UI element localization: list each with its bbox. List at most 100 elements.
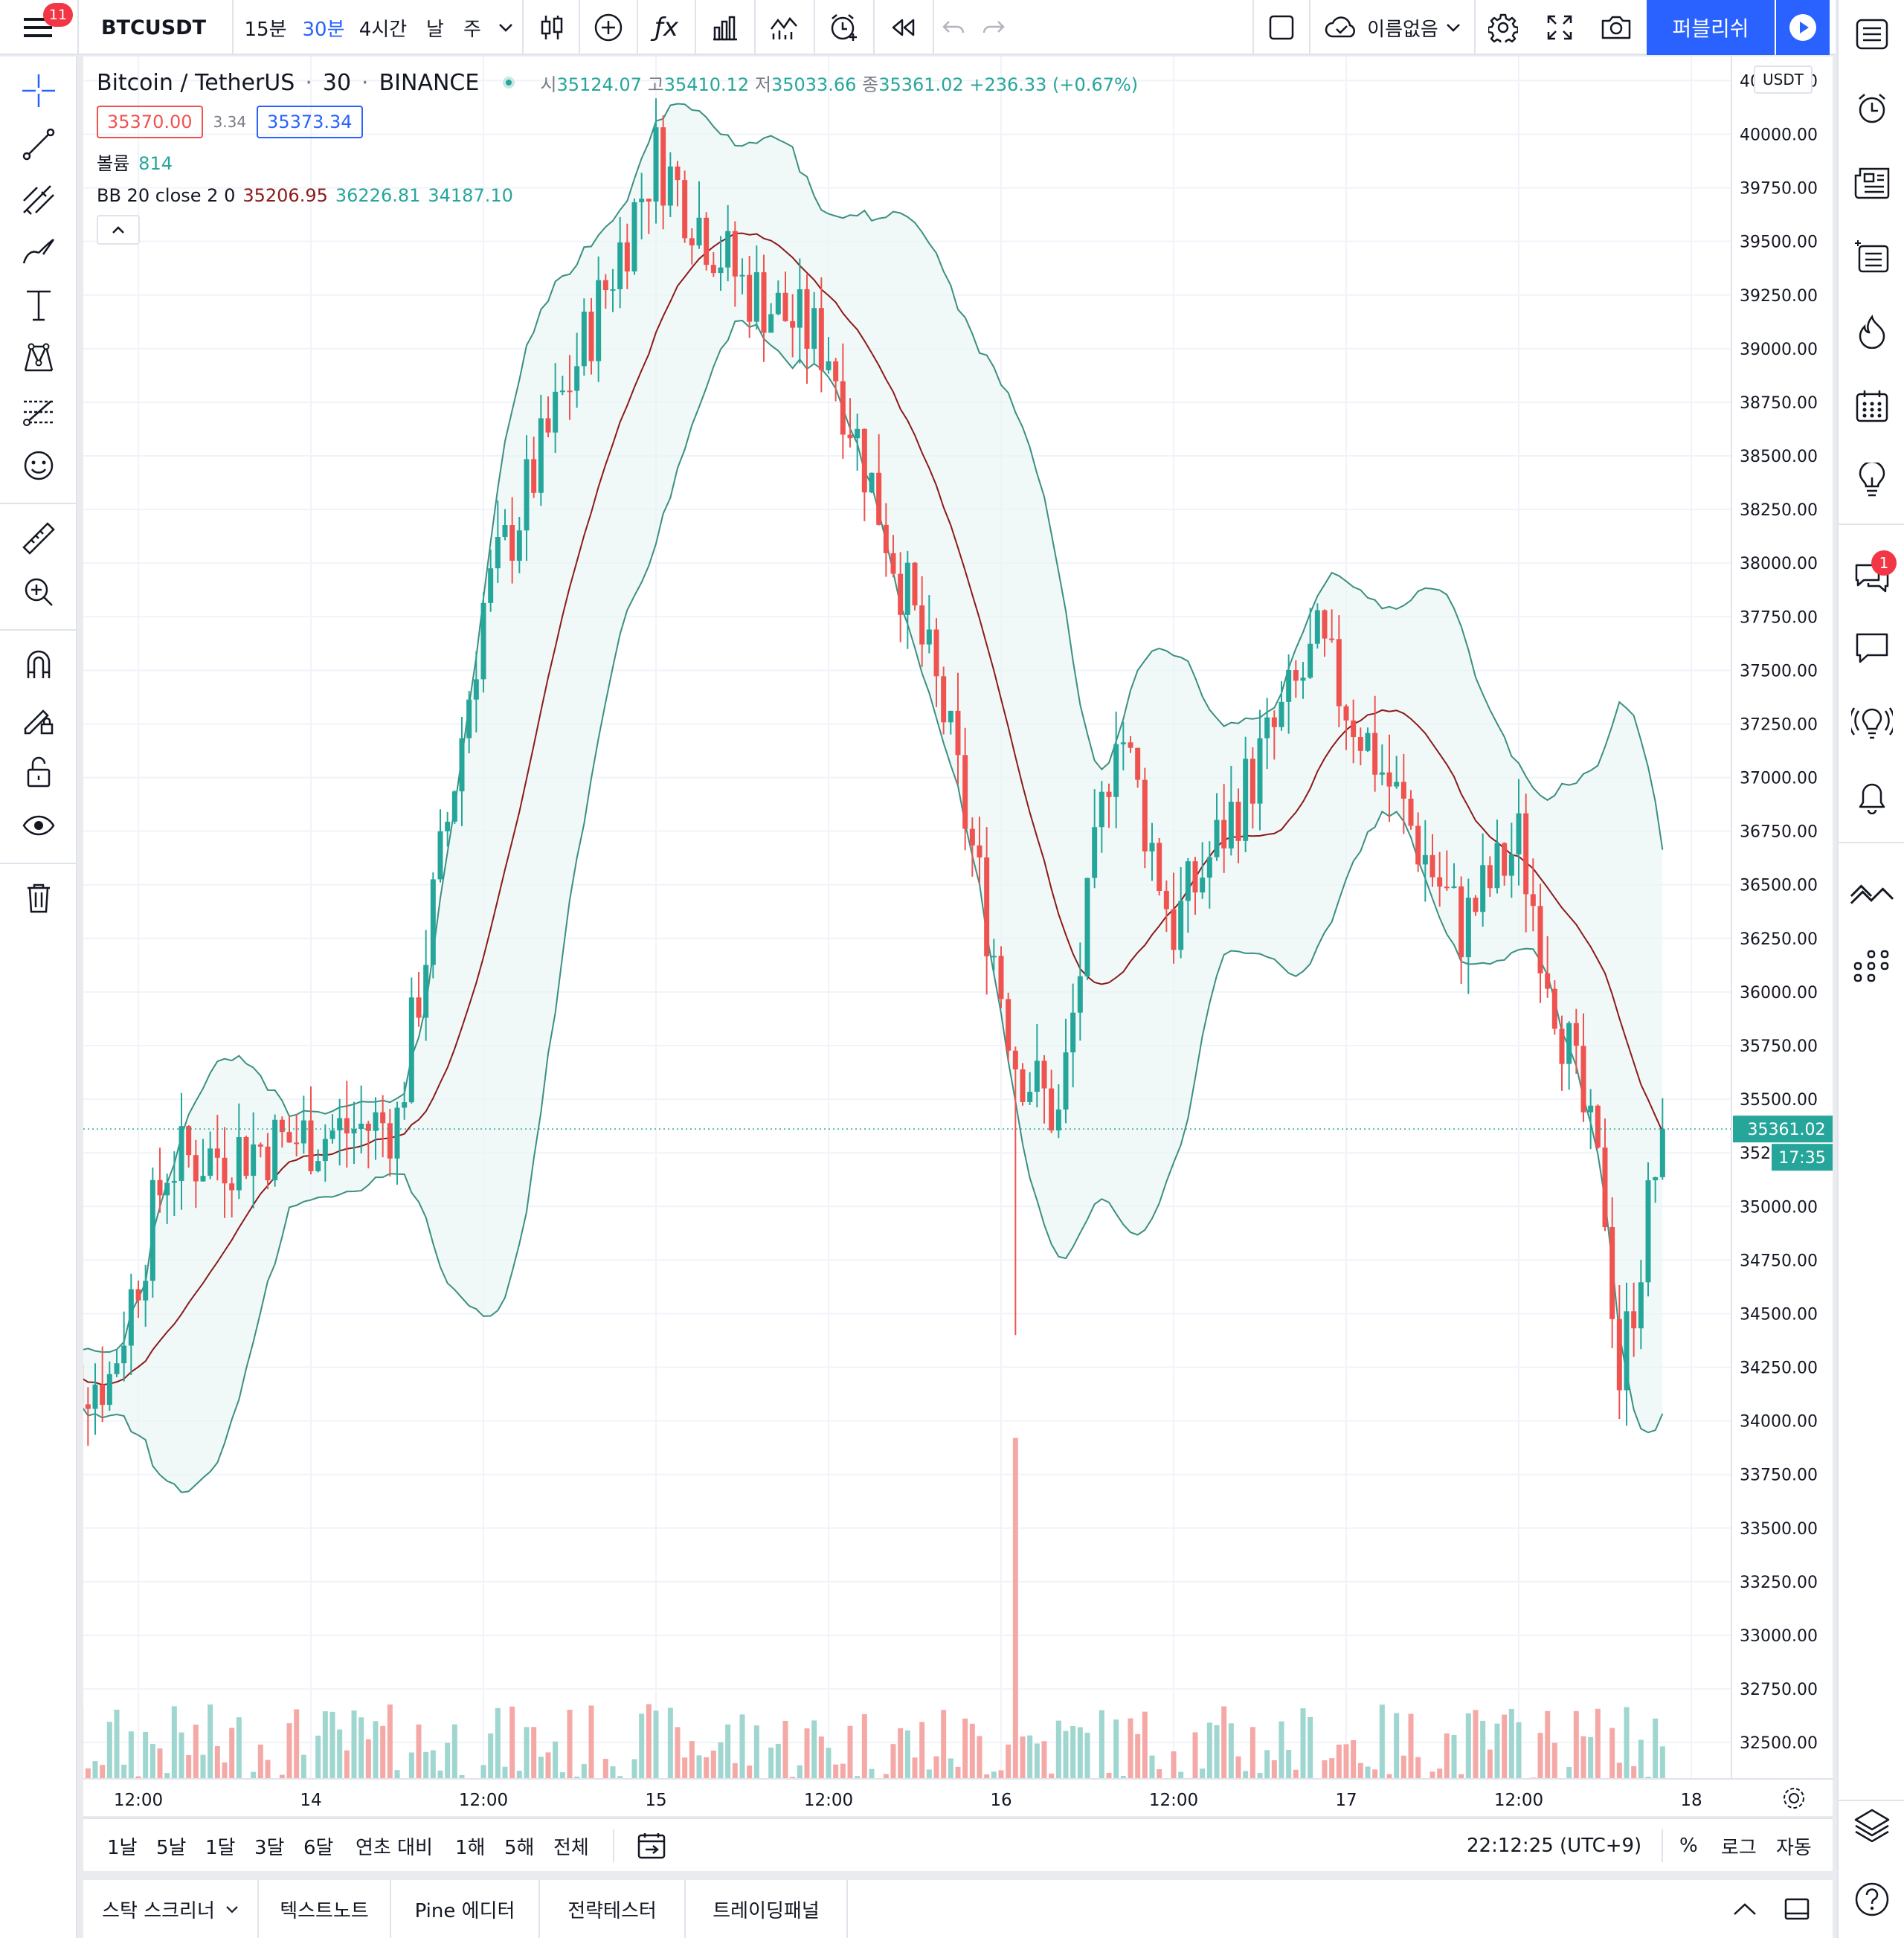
candle [1314,603,1320,649]
sell-price-button[interactable]: 35370.00 [97,106,203,138]
ideas-button[interactable] [1850,458,1894,503]
range-1y[interactable]: 1해 [455,1836,486,1859]
trading-button[interactable] [1850,873,1894,918]
brush-tool[interactable] [16,229,61,274]
price-chart[interactable]: 40250.0040000.0039750.0039500.0039250.00… [83,57,1833,1816]
stay-in-drawing-mode-tool[interactable] [16,696,61,741]
chart-type-button[interactable] [528,0,576,55]
fullscreen-button[interactable] [1537,0,1583,55]
axis-settings-gear-icon[interactable] [1784,1788,1804,1809]
price-currency-label[interactable]: USDT [1754,65,1813,94]
interval-15m[interactable]: 15분 [244,18,287,41]
tab-trading-panel[interactable]: 트레이딩패널 [686,1880,848,1938]
snapshot-button[interactable] [1593,0,1639,55]
alerts-button[interactable] [1850,86,1894,131]
candle [1336,615,1342,727]
range-6m[interactable]: 6달 [303,1836,334,1859]
remove-drawings-tool[interactable] [16,876,61,921]
interval-week[interactable]: 주 [463,18,481,41]
measure-tool[interactable] [16,516,61,561]
price-axis[interactable]: 40250.0040000.0039750.0039500.0039250.00… [1731,57,1833,1816]
candle [1178,867,1184,959]
watchlist-button[interactable] [1850,12,1894,57]
tab-text-notes[interactable]: 텍스트노트 [259,1880,391,1938]
pitchfork-tool[interactable] [16,176,61,220]
candle [1206,841,1212,909]
volume-legend[interactable]: 볼륨 814 [97,153,173,174]
select-layout-button[interactable] [1258,0,1305,55]
auto-scale-toggle[interactable]: 자동 [1776,1836,1812,1859]
percent-scale-toggle[interactable]: % [1679,1835,1698,1857]
range-ytd[interactable]: 연초 대비 [356,1836,433,1859]
chart-pane[interactable]: 40250.0040000.0039750.0039500.0039250.00… [83,57,1833,1816]
bollinger-legend[interactable]: BB 20 close 2 0 35206.95 36226.81 34187.10 [97,185,513,206]
streams-button[interactable] [1850,701,1894,745]
range-5y[interactable]: 5해 [504,1836,535,1859]
pattern-tool[interactable] [16,336,61,381]
price-tick-label: 36000.00 [1740,984,1818,1002]
buy-price-button[interactable]: 35373.34 [257,106,363,138]
calendar-button[interactable] [1850,384,1894,428]
text-tool[interactable] [16,283,61,327]
magnet-tool[interactable] [16,643,61,687]
range-1m[interactable]: 1달 [205,1836,236,1859]
data-window-button[interactable] [1850,235,1894,280]
range-3m[interactable]: 3달 [254,1836,285,1859]
trend-line-tool[interactable] [16,122,61,167]
alert-button[interactable] [820,0,867,55]
candle [602,274,608,309]
templates-button[interactable] [760,0,808,55]
interval-30m[interactable]: 30분 [302,18,345,41]
maximize-panel-button[interactable] [1773,1880,1821,1938]
time-axis[interactable]: 12:00 14 12:00 15 12:00 16 12:00 17 12:00 18 [83,1778,1833,1816]
indicators-button[interactable]: ƒx [643,0,690,55]
range-5d[interactable]: 5날 [156,1836,187,1859]
legend-symbol-name[interactable]: Bitcoin / TetherUS [97,69,295,96]
price-tick-label: 32500.00 [1740,1734,1818,1753]
tab-pine-editor[interactable]: Pine 에디터 [391,1880,540,1938]
replay-button[interactable] [879,0,927,55]
interval-dropdown[interactable] [491,0,521,55]
zoom-tool[interactable] [16,570,61,614]
candle [1113,711,1119,828]
crosshair-tool[interactable] [16,68,61,113]
hide-drawings-tool[interactable] [16,803,61,848]
tab-stock-screener[interactable]: 스탁 스크리너 [83,1880,259,1938]
tab-strategy-tester[interactable]: 전략테스터 [540,1880,686,1938]
go-to-date-button[interactable] [637,1819,666,1873]
symbol-search[interactable]: BTCUSDT [101,16,207,39]
dom-button[interactable] [1850,944,1894,989]
notifications-button[interactable] [1850,775,1894,820]
object-tree-button[interactable] [1850,1803,1894,1847]
bar-chart-icon [713,16,737,41]
candle [1551,980,1557,1035]
news-button[interactable] [1850,161,1894,205]
log-scale-toggle[interactable]: 로그 [1721,1836,1757,1859]
layout-name-button[interactable]: 이름없음 [1318,0,1467,55]
hotlists-button[interactable] [1850,309,1894,354]
settings-button[interactable] [1480,0,1526,55]
help-button[interactable] [1850,1877,1894,1922]
range-all[interactable]: 전체 [553,1836,589,1859]
collapse-legend-button[interactable] [97,215,140,245]
redo-button[interactable] [979,0,1009,55]
compare-button[interactable] [585,0,632,55]
prediction-tool[interactable] [16,390,61,434]
expand-panel-button[interactable] [1721,1880,1769,1938]
icons-tool[interactable] [16,443,61,488]
private-chats-button[interactable] [1850,626,1894,671]
interval-day[interactable]: 날 [426,18,444,41]
expand-icon [1547,15,1572,40]
clock-timezone[interactable]: 22:12:25 (UTC+9) [1467,1835,1642,1857]
volume-bar [365,1739,371,1810]
interval-4h[interactable]: 4시간 [358,18,408,41]
financials-button[interactable] [701,0,748,55]
candle [898,552,904,643]
lock-drawings-tool[interactable] [16,750,61,794]
live-stream-button[interactable] [1776,0,1830,55]
candle [732,221,738,307]
publish-button[interactable]: 퍼블리쉬 [1647,0,1775,55]
menu-button[interactable]: 11 [0,0,77,55]
undo-button[interactable] [939,0,968,55]
range-1d[interactable]: 1날 [107,1836,138,1859]
